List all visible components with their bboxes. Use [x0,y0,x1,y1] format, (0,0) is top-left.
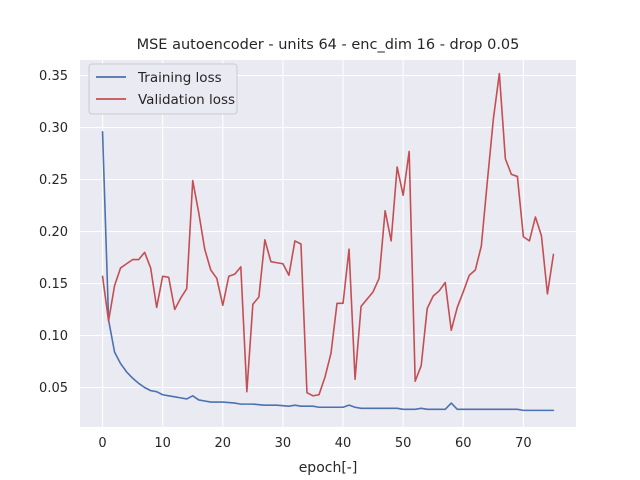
y-tick-label: 0.35 [39,69,68,84]
validation-loss-line [101,72,555,397]
x-tick-label: 60 [455,436,472,451]
grid [80,60,576,427]
y-tick-label: 0.25 [39,173,68,188]
series-lines [101,72,555,412]
legend-label: Validation loss [138,92,235,108]
x-tick-label: 0 [98,436,106,451]
y-tick-label: 0.30 [39,121,68,136]
x-axis-ticks: 0 10 20 30 40 50 60 70 [98,436,531,451]
x-tick-label: 30 [275,436,292,451]
x-tick-label: 50 [395,436,412,451]
training-loss-line [101,130,555,412]
x-tick-label: 10 [154,436,171,451]
y-axis-ticks: 0.05 0.10 0.15 0.20 0.25 0.30 0.35 [39,69,68,396]
x-tick-label: 20 [215,436,232,451]
legend: Training loss Validation loss [88,63,238,115]
y-tick-label: 0.15 [39,277,68,292]
x-tick-label: 40 [335,436,352,451]
x-tick-label: 70 [515,436,532,451]
y-tick-label: 0.05 [39,381,68,396]
legend-label: Training loss [137,70,222,86]
chart-title: MSE autoencoder - units 64 - enc_dim 16 … [137,37,520,53]
y-tick-label: 0.20 [39,225,68,240]
y-tick-label: 0.10 [39,329,68,344]
x-axis-label: epoch[-] [299,460,358,476]
